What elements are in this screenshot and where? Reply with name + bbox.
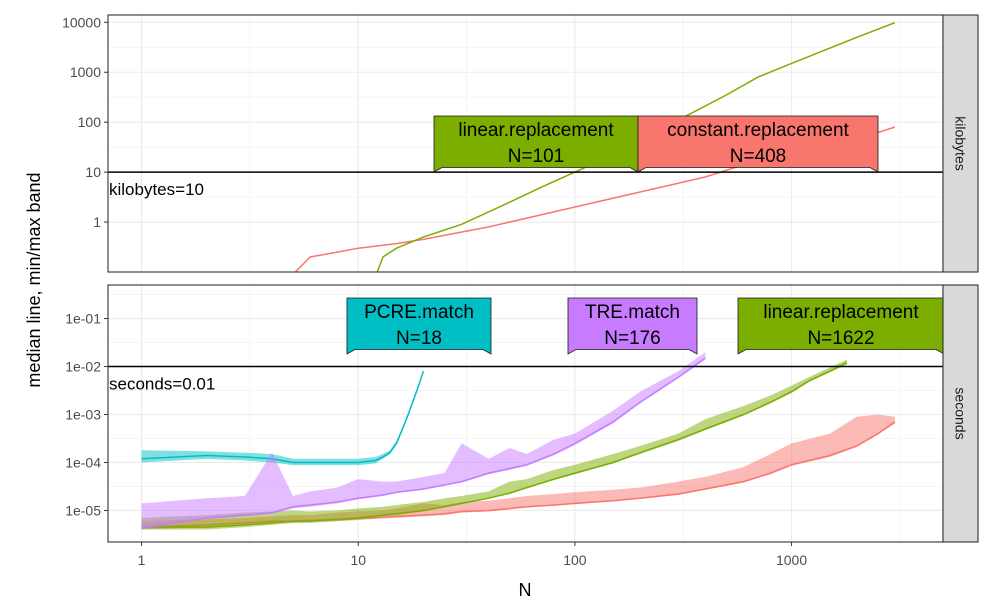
x-tick-label: 100 [563,552,587,568]
label-box-name: PCRE.match [364,302,474,323]
x-tick-label: 1000 [776,552,807,568]
label-box-name: TRE.match [585,302,680,323]
y-axis-title: median line, min/max band [24,172,44,387]
line-PCRE.match [141,370,425,464]
panel-seconds: seconds=0.01 PCRE.match N=18 TRE.match N=176… [65,284,979,543]
label-box-count: N=176 [604,328,661,349]
y-tick-label: 1000 [70,64,101,80]
x-axis-title: N [519,580,532,600]
reference-label: seconds=0.01 [109,375,215,394]
label-box-count: N=1622 [807,328,874,349]
label-box-name: linear.replacement [763,302,919,323]
label-box-count: N=18 [396,328,442,349]
band-PCRE.match [141,369,424,466]
y-tick-label: 1e-04 [65,454,101,470]
label-box-name: constant.replacement [667,120,849,141]
strip-background [942,14,979,273]
reference-label: kilobytes=10 [109,180,204,199]
band-linear.replacement [141,359,847,530]
label-box-constant.replacement [637,115,879,173]
series-layer [141,352,896,530]
line-TRE.match [141,357,706,528]
label-box-PCRE.match [346,297,492,355]
y-tick-label: 1e-01 [65,311,101,327]
x-tick-label: 10 [350,552,366,568]
y-tick-label: 100 [78,114,102,130]
band-TRE.match [141,352,706,530]
panel-kilobytes: kilobytes=10 linear.replacement N=101 const… [62,14,979,273]
line-linear.replacement [141,362,848,528]
x-tick-label: 1 [138,552,146,568]
band-constant.replacement [141,414,895,530]
label-box-count: N=408 [730,146,787,167]
y-tick-label: 10 [85,164,101,180]
strip-label: seconds [953,387,969,439]
y-tick-label: 10000 [62,14,101,30]
panels-layer: kilobytes=10 linear.replacement N=101 const… [62,14,979,568]
strip-label: kilobytes [953,116,969,170]
label-box-TRE.match [567,297,698,355]
y-tick-label: 1e-02 [65,359,101,375]
label-box-count: N=101 [508,146,565,167]
y-tick-label: 1 [93,214,101,230]
strip-background [942,284,979,543]
y-tick-label: 1e-05 [65,502,101,518]
label-box-name: linear.replacement [458,120,614,141]
y-tick-label: 1e-03 [65,406,101,422]
